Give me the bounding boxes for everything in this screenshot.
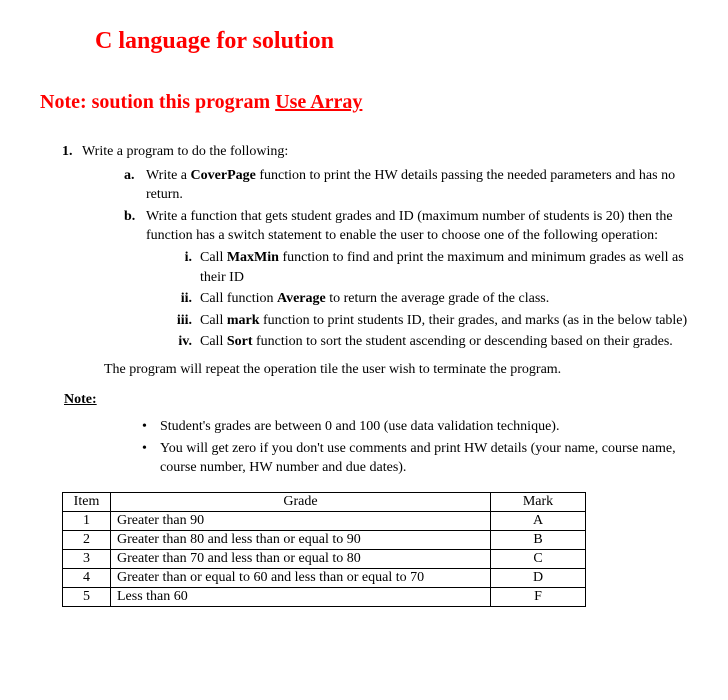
i-label: i.: [172, 248, 200, 287]
cell-item: 3: [63, 549, 111, 568]
th-mark: Mark: [491, 492, 586, 511]
table-row: 2 Greater than 80 and less than or equal…: [63, 530, 586, 549]
roman-list: i. Call MaxMin function to find and prin…: [124, 248, 688, 352]
iii-t2: function to print students ID, their gra…: [260, 313, 688, 328]
note-line: Note: soution this program Use Array: [40, 91, 688, 114]
cell-item: 5: [63, 587, 111, 606]
q1-text: Write a program to do the following:: [82, 142, 288, 162]
cell-mark: B: [491, 530, 586, 549]
main-title: C language for solution: [95, 28, 688, 55]
q1-number: 1.: [62, 142, 82, 162]
i-b: MaxMin: [227, 250, 279, 265]
iv-text: Call Sort function to sort the student a…: [200, 332, 673, 352]
cell-grade: Less than 60: [111, 587, 491, 606]
roman-iii: iii. Call mark function to print student…: [172, 311, 688, 331]
grade-table: Item Grade Mark 1 Greater than 90 A 2 Gr…: [62, 492, 586, 607]
sub-list: a. Write a CoverPage function to print t…: [62, 166, 688, 352]
cell-mark: F: [491, 587, 586, 606]
table-row: 5 Less than 60 F: [63, 587, 586, 606]
table-header-row: Item Grade Mark: [63, 492, 586, 511]
table-row: 4 Greater than or equal to 60 and less t…: [63, 568, 586, 587]
a-bold: CoverPage: [191, 168, 256, 183]
bullet-icon: •: [142, 439, 160, 478]
iv-t2: function to sort the student ascending o…: [253, 334, 673, 349]
a-label: a.: [124, 166, 146, 205]
bullet2-text: You will get zero if you don't use comme…: [160, 439, 688, 478]
a-text: Write a CoverPage function to print the …: [146, 166, 688, 205]
roman-i: i. Call MaxMin function to find and prin…: [172, 248, 688, 287]
table-row: 3 Greater than 70 and less than or equal…: [63, 549, 586, 568]
question-block: 1. Write a program to do the following: …: [40, 142, 688, 478]
th-grade: Grade: [111, 492, 491, 511]
a-t1: Write a: [146, 168, 191, 183]
cell-item: 1: [63, 511, 111, 530]
th-item: Item: [63, 492, 111, 511]
iv-label: iv.: [172, 332, 200, 352]
iii-b: mark: [227, 313, 260, 328]
cell-item: 2: [63, 530, 111, 549]
bullet-list: • Student's grades are between 0 and 100…: [62, 417, 688, 478]
table-row: 1 Greater than 90 A: [63, 511, 586, 530]
note-use-array: Use Array: [275, 91, 362, 113]
ii-label: ii.: [172, 289, 200, 309]
iv-t1: Call: [200, 334, 227, 349]
b-label: b.: [124, 207, 146, 246]
iii-t1: Call: [200, 313, 227, 328]
ii-t2: to return the average grade of the class…: [326, 291, 550, 306]
question-1: 1. Write a program to do the following:: [62, 142, 688, 162]
ii-b: Average: [277, 291, 326, 306]
note-mid: soution this program: [92, 91, 276, 113]
iii-label: iii.: [172, 311, 200, 331]
cell-grade: Greater than 70 and less than or equal t…: [111, 549, 491, 568]
table-body: 1 Greater than 90 A 2 Greater than 80 an…: [63, 511, 586, 606]
roman-iv: iv. Call Sort function to sort the stude…: [172, 332, 688, 352]
bullet-2: • You will get zero if you don't use com…: [142, 439, 688, 478]
b-text: Write a function that gets student grade…: [146, 207, 688, 246]
sub-b: b. Write a function that gets student gr…: [124, 207, 688, 246]
cell-mark: D: [491, 568, 586, 587]
repeat-text: The program will repeat the operation ti…: [62, 360, 688, 380]
iii-text: Call mark function to print students ID,…: [200, 311, 687, 331]
ii-text: Call function Average to return the aver…: [200, 289, 549, 309]
cell-grade: Greater than or equal to 60 and less tha…: [111, 568, 491, 587]
ii-t1: Call function: [200, 291, 277, 306]
iv-b: Sort: [227, 334, 253, 349]
cell-grade: Greater than 80 and less than or equal t…: [111, 530, 491, 549]
i-t1: Call: [200, 250, 227, 265]
sub-a: a. Write a CoverPage function to print t…: [124, 166, 688, 205]
bullet1-text: Student's grades are between 0 and 100 (…: [160, 417, 559, 437]
roman-ii: ii. Call function Average to return the …: [172, 289, 688, 309]
cell-mark: A: [491, 511, 586, 530]
cell-mark: C: [491, 549, 586, 568]
cell-grade: Greater than 90: [111, 511, 491, 530]
i-text: Call MaxMin function to find and print t…: [200, 248, 688, 287]
bullet-1: • Student's grades are between 0 and 100…: [142, 417, 688, 437]
note-prefix: Note:: [40, 91, 92, 113]
bullet-icon: •: [142, 417, 160, 437]
cell-item: 4: [63, 568, 111, 587]
note2-heading: Note:: [62, 390, 688, 410]
